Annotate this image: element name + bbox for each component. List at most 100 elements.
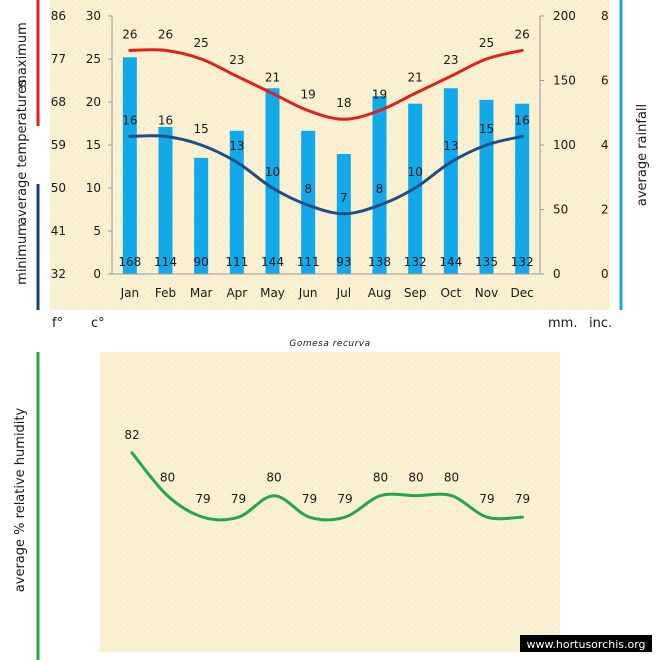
minimum-temperature-label: 7 [340,191,348,205]
mm-tick-label: 100 [553,138,576,152]
rainfall-bar-mar [194,157,209,274]
maximum-temperature-label: 25 [194,36,209,50]
maximum-temperature-label: 19 [301,88,316,102]
rainfall-bar-feb [158,126,173,274]
credit-background [520,635,652,652]
minimum-temperature-label: 8 [376,182,384,196]
inch-tick-label: 8 [601,9,609,23]
rainfall-value-label: 135 [475,255,498,269]
minimum-temperature-label: 13 [229,139,244,153]
mm-tick-label: 0 [553,267,561,281]
month-label-oct: Oct [440,286,461,300]
month-label-apr: Apr [226,286,247,300]
fahrenheit-unit-label: f° [52,316,63,331]
maximum-temperature-label: 26 [515,27,530,41]
maximum-temperature-label: 26 [158,27,173,41]
humidity-value-label: 80 [444,471,459,485]
fahrenheit-tick-label: 32 [51,267,66,281]
species-title: Gomesa recurva [289,339,370,349]
rainfall-value-label: 132 [404,255,427,269]
humidity-value-label: 80 [266,471,281,485]
inch-unit-label: inc. [589,316,612,331]
celsius-tick-label: 25 [86,52,101,66]
average-temperatures-axis-title: average temperatures [15,79,30,225]
minimum-temperature-label: 15 [194,122,209,136]
rainfall-value-label: 168 [118,255,141,269]
site-credit: www.hortusorchis.org [526,638,645,651]
rainfall-value-label: 93 [336,255,351,269]
fahrenheit-tick-label: 77 [51,52,66,66]
month-label-may: May [260,286,285,300]
fahrenheit-tick-label: 41 [51,224,66,238]
maximum-temperature-label: 26 [122,27,137,41]
rainfall-bar-jan [122,57,137,274]
humidity-value-label: 82 [124,428,139,442]
mm-tick-label: 50 [553,203,568,217]
celsius-tick-label: 5 [93,224,101,238]
rainfall-value-label: 114 [154,255,177,269]
celsius-unit-label: c° [91,316,105,331]
humidity-value-label: 79 [195,492,210,506]
humidity-value-label: 79 [231,492,246,506]
humidity-value-label: 79 [479,492,494,506]
humidity-value-label: 80 [373,471,388,485]
rainfall-value-label: 111 [225,255,248,269]
average-rainfall-axis-title: average rainfall [635,104,650,206]
month-label-dec: Dec [511,286,534,300]
minimum-temperature-label: 16 [122,113,137,127]
month-label-sep: Sep [404,286,427,300]
maximum-temperature-line [128,48,524,121]
rainfall-value-label: 132 [511,255,534,269]
inch-tick-label: 6 [601,74,609,88]
month-label-jan: Jan [120,286,140,300]
month-label-nov: Nov [475,286,498,300]
humidity-axis-title: average % relative humidity [13,407,28,592]
maximum-temperature-label: 23 [229,53,244,67]
humidity-value-label: 80 [408,471,423,485]
rainfall-bar-aug [372,95,387,274]
mm-tick-label: 200 [553,9,576,23]
rainfall-bar-dec [515,103,530,274]
rainfall-bar-jun [301,130,316,274]
humidity-value-label: 80 [160,471,175,485]
minimum-axis-title: minimum [15,223,30,285]
celsius-tick-label: 30 [86,9,101,23]
month-label-mar: Mar [190,286,213,300]
minimum-temperature-label: 8 [304,182,312,196]
maximum-temperature-label: 18 [336,96,351,110]
maximum-temperature-label: 21 [265,70,280,84]
humidity-value-label: 79 [515,492,530,506]
maximum-axis-title: maximum [15,22,30,88]
celsius-tick-label: 10 [86,181,101,195]
humidity-value-label: 79 [337,492,352,506]
minimum-temperature-label: 15 [479,122,494,136]
maximum-temperature-label: 21 [408,70,423,84]
rainfall-bar-may [265,88,280,275]
mm-tick-label: 150 [553,74,576,88]
humidity-value-label: 79 [302,492,317,506]
minimum-temperature-label: 10 [408,165,423,179]
millimeter-unit-label: mm. [548,316,577,331]
humidity-line [130,451,524,522]
maximum-temperature-label: 19 [372,88,387,102]
rainfall-value-label: 90 [194,255,209,269]
rainfall-value-label: 144 [261,255,284,269]
inch-tick-label: 4 [601,138,609,152]
minimum-temperature-label: 13 [443,139,458,153]
celsius-tick-label: 20 [86,95,101,109]
rainfall-bar-apr [229,130,244,274]
celsius-tick-label: 0 [93,267,101,281]
inch-tick-label: 2 [601,203,609,217]
fahrenheit-tick-label: 86 [51,9,66,23]
minimum-temperature-label: 10 [265,165,280,179]
fahrenheit-tick-label: 59 [51,138,66,152]
minimum-temperature-line [128,134,524,216]
month-label-jul: Jul [336,286,351,300]
rainfall-value-label: 144 [439,255,462,269]
inch-tick-label: 0 [601,267,609,281]
rainfall-value-label: 138 [368,255,391,269]
month-label-feb: Feb [155,286,176,300]
minimum-temperature-label: 16 [158,113,173,127]
